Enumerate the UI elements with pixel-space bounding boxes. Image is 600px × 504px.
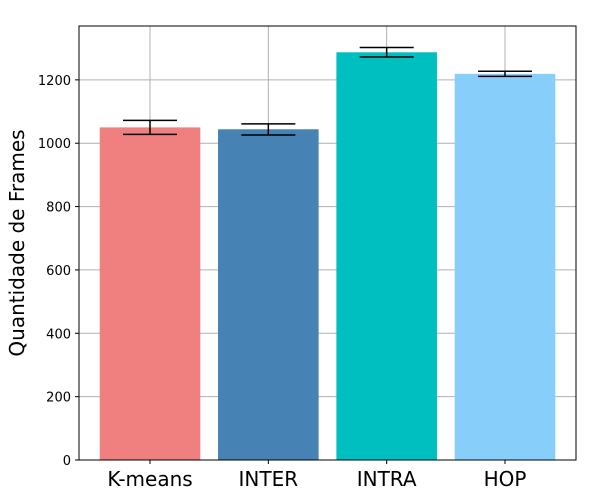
y-tick-label: 0: [63, 454, 71, 469]
bar-inter: [218, 129, 319, 460]
x-tick-label: K-means: [107, 467, 192, 491]
x-axis: K-means INTER INTRA HOP: [107, 460, 526, 491]
error-bars-layer: [123, 46, 532, 136]
x-tick-label: INTRA: [357, 467, 417, 491]
y-tick-label: 1000: [38, 137, 71, 152]
bar-k-means: [99, 127, 201, 461]
x-tick-label: HOP: [484, 467, 527, 491]
y-tick-label: 200: [46, 391, 71, 406]
y-tick-label: 600: [46, 264, 71, 279]
y-axis: 0 200 400 600 800 1000 1200: [38, 74, 79, 469]
bars-layer: [99, 52, 556, 461]
y-tick-label: 1200: [38, 74, 71, 89]
y-tick-label: 400: [46, 327, 71, 342]
y-axis-label: Quantidade de Frames: [5, 129, 29, 356]
bar-hop: [454, 73, 556, 461]
y-tick-label: 800: [46, 201, 71, 216]
x-tick-label: INTER: [239, 467, 299, 491]
bar-intra: [336, 52, 437, 461]
plot-frame: [78, 25, 577, 461]
